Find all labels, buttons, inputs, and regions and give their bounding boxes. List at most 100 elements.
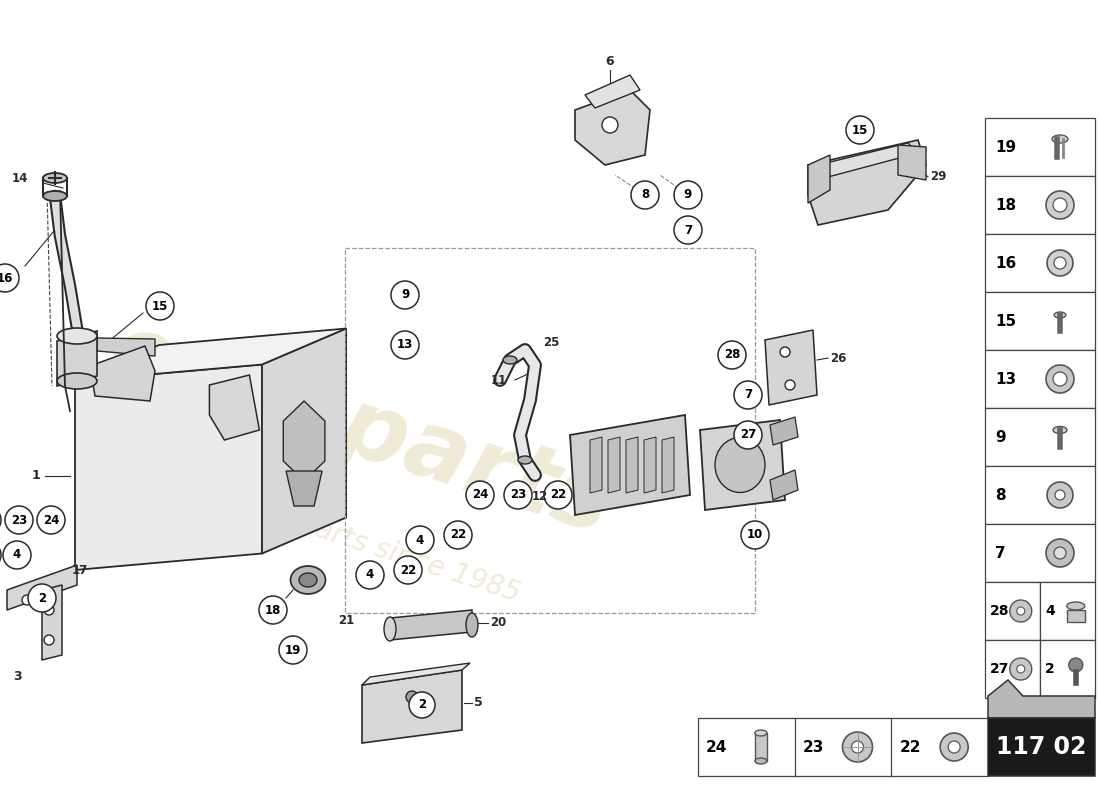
Circle shape (394, 556, 422, 584)
Polygon shape (585, 75, 640, 108)
Circle shape (718, 341, 746, 369)
Ellipse shape (43, 191, 67, 201)
Ellipse shape (715, 438, 764, 493)
Text: 23: 23 (803, 739, 824, 754)
Circle shape (1016, 607, 1025, 615)
Polygon shape (662, 437, 674, 493)
Text: 10: 10 (747, 529, 763, 542)
Text: 2: 2 (37, 591, 46, 605)
Circle shape (22, 595, 32, 605)
Text: 13: 13 (996, 371, 1016, 386)
Polygon shape (644, 437, 656, 493)
Ellipse shape (466, 613, 478, 637)
Bar (984, 292, 1094, 350)
Text: 15: 15 (851, 123, 868, 137)
Bar (984, 350, 1094, 408)
Circle shape (734, 381, 762, 409)
Polygon shape (262, 329, 346, 554)
Text: 9: 9 (684, 189, 692, 202)
Text: 8: 8 (996, 487, 1005, 502)
Polygon shape (97, 338, 155, 356)
Text: 22: 22 (550, 489, 566, 502)
Polygon shape (818, 143, 918, 177)
Circle shape (1047, 482, 1072, 508)
Circle shape (1053, 372, 1067, 386)
Circle shape (1055, 490, 1065, 500)
Circle shape (1053, 198, 1067, 212)
Text: 23: 23 (11, 514, 28, 526)
Bar (698, 718, 988, 776)
Text: 22: 22 (450, 529, 466, 542)
Circle shape (674, 181, 702, 209)
Polygon shape (700, 420, 785, 510)
Bar (345, 248, 755, 613)
Text: 5: 5 (474, 697, 483, 710)
Polygon shape (57, 331, 97, 386)
Ellipse shape (503, 356, 517, 364)
Circle shape (544, 481, 572, 509)
Circle shape (1010, 658, 1032, 680)
Ellipse shape (755, 758, 767, 764)
Circle shape (279, 636, 307, 664)
Circle shape (948, 741, 960, 753)
Text: 22: 22 (900, 739, 921, 754)
Polygon shape (390, 610, 472, 640)
Text: 28: 28 (724, 349, 740, 362)
Text: 23: 23 (510, 489, 526, 502)
Text: 18: 18 (265, 603, 282, 617)
Polygon shape (808, 140, 926, 225)
Text: 7: 7 (684, 223, 692, 237)
Text: 26: 26 (830, 351, 846, 365)
Ellipse shape (384, 617, 396, 641)
Text: 8: 8 (641, 189, 649, 202)
Circle shape (37, 506, 65, 534)
Polygon shape (284, 401, 324, 481)
Bar (984, 582, 1040, 640)
Circle shape (1016, 665, 1025, 673)
Text: 15: 15 (996, 314, 1016, 329)
Text: 19: 19 (285, 643, 301, 657)
Text: 29: 29 (930, 170, 946, 183)
Ellipse shape (290, 566, 326, 594)
Circle shape (444, 521, 472, 549)
Text: 24: 24 (43, 514, 59, 526)
Text: 7: 7 (744, 389, 752, 402)
Circle shape (846, 116, 874, 144)
Polygon shape (362, 670, 462, 743)
Polygon shape (590, 437, 602, 493)
Ellipse shape (1054, 312, 1066, 318)
Ellipse shape (57, 373, 97, 389)
Circle shape (0, 264, 19, 292)
Text: 4: 4 (416, 534, 425, 546)
Bar (984, 234, 1094, 292)
Circle shape (843, 732, 872, 762)
Text: 25: 25 (543, 335, 560, 349)
Text: 12: 12 (531, 490, 548, 503)
Circle shape (1010, 600, 1032, 622)
Text: 7: 7 (996, 546, 1005, 561)
Circle shape (674, 216, 702, 244)
Polygon shape (808, 155, 830, 203)
Text: 9: 9 (400, 289, 409, 302)
Bar (1040, 582, 1094, 640)
Circle shape (1047, 250, 1072, 276)
Circle shape (780, 347, 790, 357)
Text: 21: 21 (338, 614, 354, 626)
Circle shape (28, 584, 56, 612)
Circle shape (258, 596, 287, 624)
Circle shape (44, 635, 54, 645)
Text: 3: 3 (13, 670, 21, 683)
Text: 19: 19 (996, 139, 1016, 154)
Circle shape (602, 117, 618, 133)
Circle shape (631, 181, 659, 209)
Bar (984, 466, 1094, 524)
Text: 27: 27 (740, 429, 756, 442)
Text: 24: 24 (472, 489, 488, 502)
Circle shape (390, 331, 419, 359)
Text: 1: 1 (31, 469, 40, 482)
Text: 24: 24 (706, 739, 727, 754)
Polygon shape (7, 565, 77, 610)
Circle shape (734, 421, 762, 449)
Polygon shape (90, 346, 155, 401)
Polygon shape (75, 329, 346, 381)
